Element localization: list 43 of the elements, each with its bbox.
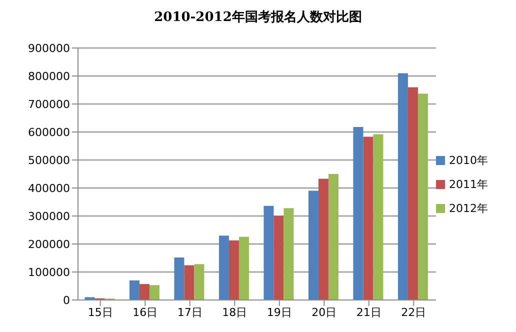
bar (398, 73, 408, 300)
bar (418, 94, 428, 300)
legend-label: 2011年 (449, 178, 488, 191)
x-tick-label: 18日 (222, 306, 248, 319)
bar (353, 126, 364, 300)
y-tick-label: 300000 (28, 210, 70, 223)
x-tick-label: 19日 (266, 306, 292, 319)
y-tick-label: 600000 (28, 126, 70, 139)
x-tick-label: 21日 (356, 306, 382, 319)
bar (228, 240, 239, 300)
legend-label: 2010年 (449, 154, 488, 167)
bar (129, 280, 140, 300)
y-tick-label: 100000 (28, 266, 70, 279)
bar (408, 87, 418, 300)
bar (149, 285, 160, 300)
x-tick-label: 22日 (401, 306, 426, 319)
bar (318, 178, 328, 300)
y-tick-label: 400000 (28, 182, 70, 195)
bar (363, 136, 374, 300)
x-tick-label: 16日 (132, 306, 158, 319)
y-tick-label: 0 (63, 294, 70, 307)
bar (264, 206, 274, 300)
bar (274, 216, 284, 300)
y-tick-label: 700000 (28, 98, 70, 111)
bar (194, 264, 204, 300)
y-tick-label: 200000 (28, 238, 70, 251)
x-tick-label: 15日 (88, 306, 113, 319)
bar (174, 257, 184, 300)
bar (238, 236, 249, 300)
bar (139, 284, 150, 300)
bar (284, 208, 294, 300)
bar (328, 174, 338, 300)
y-tick-label: 500000 (28, 154, 70, 167)
bar (373, 134, 384, 300)
legend-label: 2012年 (449, 202, 488, 215)
bar (184, 265, 194, 300)
bar (308, 190, 318, 300)
bar (218, 236, 229, 300)
x-tick-label: 20日 (312, 306, 337, 319)
chart-title: 2010-2012年国考报名人数对比图 (153, 9, 363, 26)
y-tick-label: 800000 (28, 70, 70, 83)
x-tick-label: 17日 (177, 306, 202, 319)
y-tick-label: 900000 (28, 42, 70, 55)
